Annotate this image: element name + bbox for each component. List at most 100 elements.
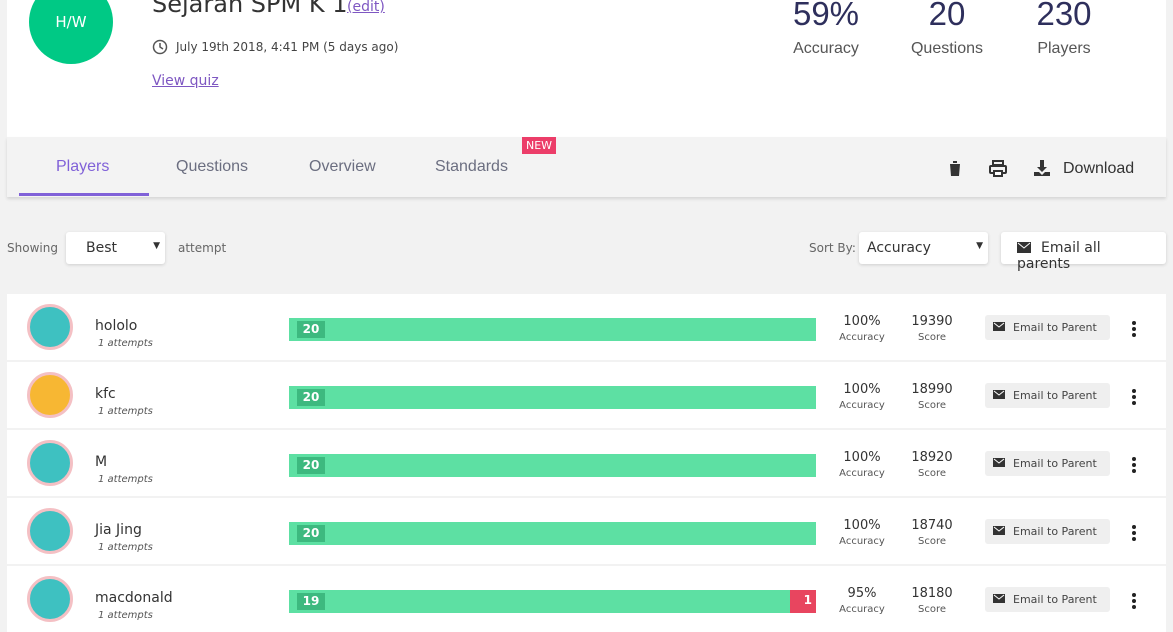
player-row: macdonald 1 attempts 19 1 95% Accuracy 18180 Sc…	[7, 566, 1166, 632]
email-parent-button[interactable]: Email to Parent	[985, 315, 1110, 340]
kebab-icon	[1132, 389, 1136, 405]
more-menu[interactable]	[1131, 524, 1137, 542]
accuracy-value: 100%	[843, 518, 881, 533]
score-label: Score	[917, 536, 946, 547]
tab[interactable]: Players	[56, 158, 110, 175]
mail-icon	[993, 458, 1005, 467]
score-value: 19390	[911, 314, 953, 329]
accuracy-value: 100%	[843, 382, 881, 397]
attempt-label: attempt	[178, 241, 227, 255]
quiz-date: July 19th 2018, 4:41 PM (5 days ago)	[176, 40, 399, 54]
quiz-title: Sejaran SPM K 1	[152, 0, 348, 18]
stat-label: Accuracy	[793, 40, 859, 57]
player-attempts: 1 attempts	[98, 338, 153, 349]
tab[interactable]: Standards	[435, 158, 508, 175]
score-label: Score	[917, 468, 946, 479]
player-row: hololo 1 attempts 20 100% Accuracy 19390 Score…	[7, 294, 1166, 360]
more-menu[interactable]	[1131, 320, 1137, 338]
more-menu[interactable]	[1131, 592, 1137, 610]
stat-value: 59%	[792, 0, 860, 32]
email-all-button[interactable]: Email all parents	[1001, 232, 1166, 272]
edit-link[interactable]: (edit)	[347, 0, 385, 15]
score-label: Score	[917, 604, 946, 615]
download-icon[interactable]	[1033, 159, 1051, 177]
page: {"header":{"avatar":"H/W","title":"Sejar…	[7, 0, 1166, 632]
stat-value: 20	[928, 0, 966, 32]
accuracy-value: 100%	[843, 450, 881, 465]
sort-by-label: Sort By:	[809, 241, 856, 255]
sort-select-value: Accuracy	[867, 240, 931, 256]
stat-value: 230	[1036, 0, 1092, 32]
header-card	[7, 0, 1166, 137]
correct-bar: 20	[289, 454, 816, 477]
accuracy-value: 100%	[843, 314, 881, 329]
mail-icon	[993, 594, 1005, 603]
kebab-icon	[1132, 593, 1136, 609]
player-name: macdonald	[95, 590, 173, 606]
score-bar: 20	[289, 522, 816, 545]
email-parent-button[interactable]: Email to Parent	[985, 587, 1110, 612]
more-menu[interactable]	[1131, 456, 1137, 474]
email-parent-button[interactable]: Email to Parent	[985, 519, 1110, 544]
incorrect-bar: 1	[789, 590, 816, 613]
attempt-select[interactable]: Best ▼	[66, 232, 165, 264]
correct-bar: 20	[289, 522, 816, 545]
accuracy-label: Accuracy	[839, 400, 885, 411]
email-parent-text: Email to Parent	[1013, 389, 1097, 402]
player-avatar	[27, 304, 73, 350]
showing-label: Showing	[7, 241, 58, 255]
player-row: kfc 1 attempts 20 100% Accuracy 18990 Score Ema…	[7, 362, 1166, 428]
player-attempts: 1 attempts	[98, 474, 153, 485]
email-parent-text: Email to Parent	[1013, 593, 1097, 606]
player-row: Jia Jing 1 attempts 20 100% Accuracy 18740 Sco…	[7, 498, 1166, 564]
view-quiz-link[interactable]: View quiz	[152, 73, 219, 89]
score-bar: 19 1	[289, 590, 816, 613]
accuracy-label: Accuracy	[839, 536, 885, 547]
mail-icon	[993, 322, 1005, 331]
correct-count: 20	[297, 457, 325, 474]
mail-icon	[993, 526, 1005, 535]
tab[interactable]: Overview	[309, 158, 376, 175]
sort-select[interactable]: Accuracy ▼	[859, 232, 988, 264]
stat-label: Questions	[910, 40, 984, 57]
player-avatar	[27, 372, 73, 418]
player-name: M	[95, 454, 108, 470]
tab[interactable]: Questions	[176, 158, 249, 175]
page-body: H/W Sejaran SPM K 1 (edit) July 19th 201…	[7, 0, 1166, 632]
mail-icon	[993, 390, 1005, 399]
player-avatar	[27, 508, 73, 554]
correct-bar: 20	[289, 318, 816, 341]
accuracy-value: 95%	[847, 586, 877, 601]
player-avatar	[27, 576, 73, 622]
correct-count: 20	[297, 321, 325, 338]
delete-icon[interactable]	[946, 159, 964, 177]
more-menu[interactable]	[1131, 388, 1137, 406]
player-attempts: 1 attempts	[98, 610, 153, 621]
print-icon[interactable]	[989, 160, 1007, 178]
attempt-select-value: Best	[86, 240, 118, 256]
kebab-icon	[1132, 457, 1136, 473]
tab-bar	[7, 137, 1166, 197]
score-label: Score	[917, 400, 946, 411]
email-parent-button[interactable]: Email to Parent	[985, 451, 1110, 476]
email-all-text: Email all parents	[1017, 240, 1101, 272]
incorrect-count: 1	[803, 593, 812, 607]
new-badge: NEW	[522, 137, 557, 154]
kebab-icon	[1132, 321, 1136, 337]
score-value: 18740	[911, 518, 953, 533]
score-bar: 20	[289, 454, 816, 477]
score-label: Score	[917, 332, 946, 343]
avatar-text: H/W	[55, 13, 87, 31]
email-parent-text: Email to Parent	[1013, 321, 1097, 334]
mail-icon	[1017, 242, 1031, 253]
kebab-icon	[1132, 525, 1136, 541]
score-value: 18180	[911, 586, 953, 601]
correct-bar: 20	[289, 386, 816, 409]
email-parent-button[interactable]: Email to Parent	[985, 383, 1110, 408]
player-name: kfc	[95, 386, 116, 402]
player-row: M 1 attempts 20 100% Accuracy 18920 Score Email…	[7, 430, 1166, 496]
download-button[interactable]: Download	[1063, 160, 1135, 177]
accuracy-label: Accuracy	[839, 332, 885, 343]
player-avatar	[27, 440, 73, 486]
clock-icon	[152, 39, 168, 55]
